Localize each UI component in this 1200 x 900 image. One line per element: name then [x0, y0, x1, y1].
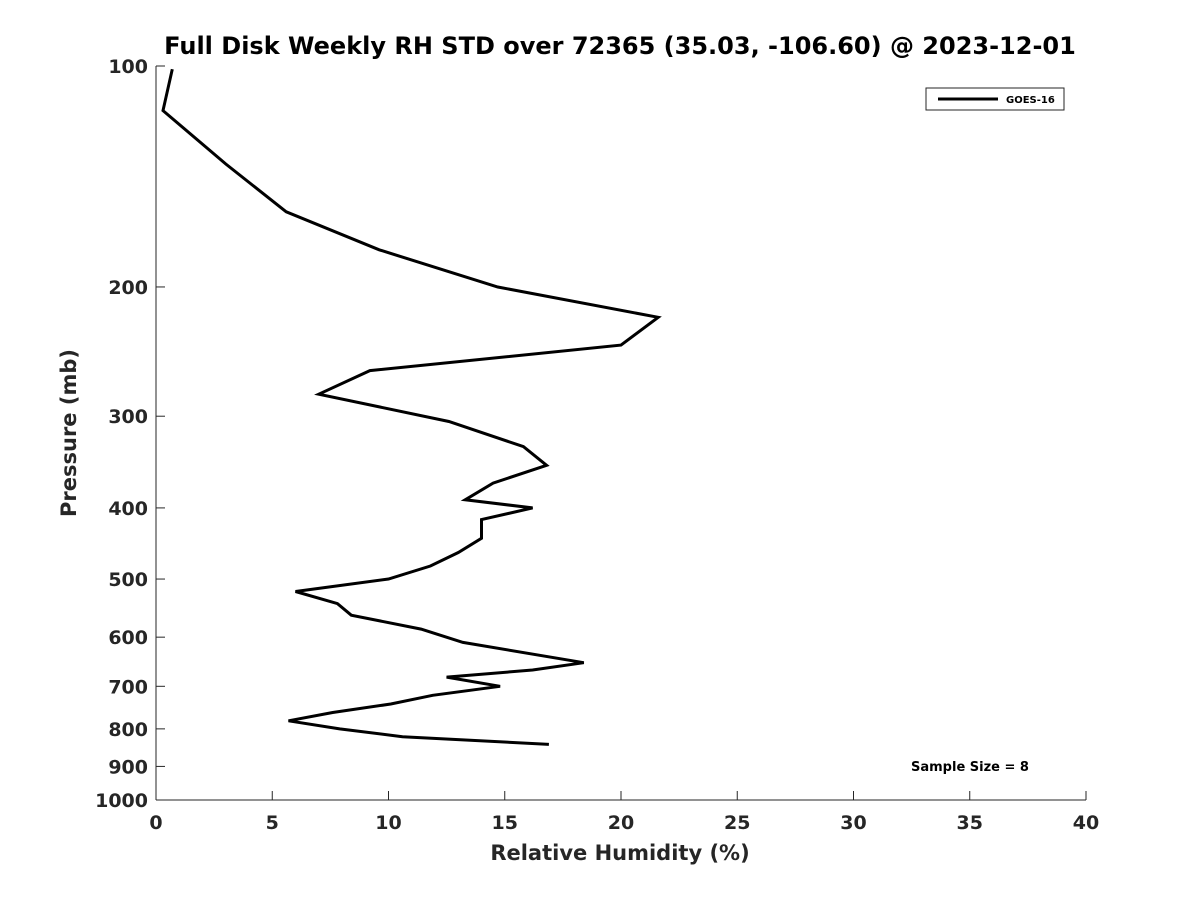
y-tick-label: 900	[108, 756, 148, 778]
y-tick-label: 100	[108, 56, 148, 78]
y-tick-label: 400	[108, 498, 148, 520]
series-line-goes-16	[161, 68, 662, 746]
sample-size-annotation: Sample Size = 8	[911, 760, 1029, 775]
x-tick-label: 10	[375, 812, 401, 834]
x-tick-label: 25	[724, 812, 750, 834]
x-tick-label: 40	[1073, 812, 1099, 834]
y-tick-label: 1000	[95, 790, 148, 812]
y-axis-ticks: 100 200 300 400 500 600 700 800 900 1000	[95, 56, 165, 812]
y-tick-label: 700	[108, 676, 148, 698]
y-tick-label: 200	[108, 277, 148, 299]
x-axis-label: Relative Humidity (%)	[490, 841, 749, 865]
x-axis-ticks: 0 5 10 15 20 25 30 35 40	[149, 791, 1099, 834]
series-group	[161, 68, 662, 746]
plot-frame	[155, 66, 1086, 801]
x-tick-label: 15	[492, 812, 518, 834]
legend-label: GOES-16	[1006, 95, 1055, 106]
chart-title: Full Disk Weekly RH STD over 72365 (35.0…	[164, 32, 1076, 60]
legend: GOES-16	[925, 87, 1065, 111]
x-tick-label: 30	[840, 812, 866, 834]
y-tick-label: 300	[108, 406, 148, 428]
x-tick-label: 20	[608, 812, 634, 834]
y-tick-label: 800	[108, 719, 148, 741]
y-tick-label: 500	[108, 569, 148, 591]
x-tick-label: 35	[957, 812, 983, 834]
y-tick-label: 600	[108, 627, 148, 649]
y-axis-label: Pressure (mb)	[57, 349, 81, 517]
x-tick-label: 0	[149, 812, 162, 834]
x-tick-label: 5	[266, 812, 279, 834]
